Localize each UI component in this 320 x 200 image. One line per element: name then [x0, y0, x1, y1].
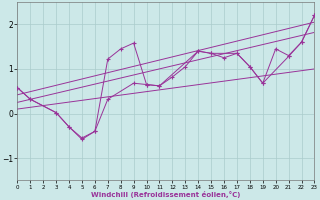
X-axis label: Windchill (Refroidissement éolien,°C): Windchill (Refroidissement éolien,°C): [91, 191, 241, 198]
